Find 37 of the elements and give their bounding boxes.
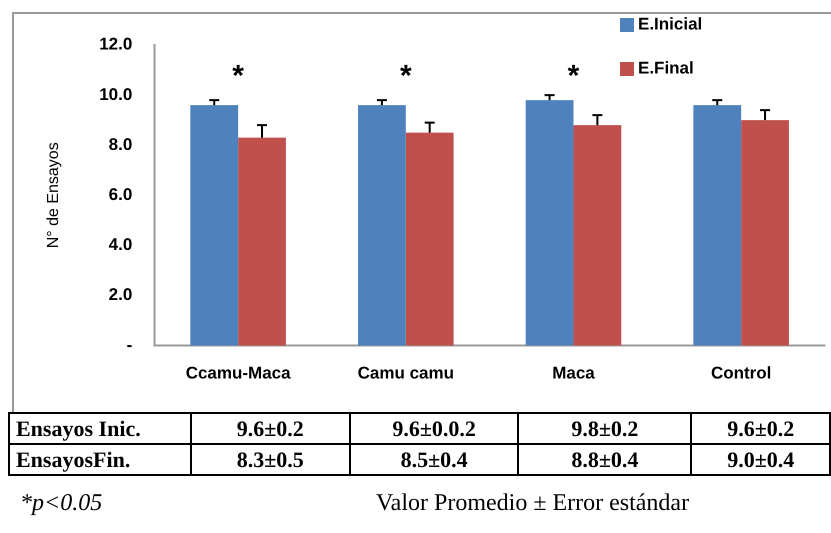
data-label: 8.8±0.4 xyxy=(518,444,692,475)
bar xyxy=(238,138,286,346)
data-label: 8.3±0.5 xyxy=(190,444,350,475)
data-label: 9.8±0.2 xyxy=(518,413,692,444)
data-label: 9.6±0.2 xyxy=(190,413,350,444)
bar xyxy=(526,100,574,346)
y-tick-label: 10.0 xyxy=(99,84,132,104)
y-tick-label: 4.0 xyxy=(108,235,132,254)
annotation: * xyxy=(400,59,412,92)
y-tick-label: 8.0 xyxy=(108,134,132,154)
bar xyxy=(693,105,742,346)
x-tick-label: Maca xyxy=(552,363,596,382)
y-tick-label: 2.0 xyxy=(108,285,132,304)
data-label: 9.6±0.2 xyxy=(691,413,830,444)
text: Valor Promedio ± Error estándar xyxy=(376,490,690,517)
text: Ensayos Inic. xyxy=(9,413,191,444)
legend-label: E.Final xyxy=(638,58,694,78)
text: *p<0.05 xyxy=(20,490,102,517)
annotation: * xyxy=(568,59,580,92)
x-tick-label: Ccamu-Maca xyxy=(186,363,292,382)
legend-label: E.Inicial xyxy=(638,14,702,34)
y-tick-label: - xyxy=(126,335,132,354)
data-label: 9.6±0.0.2 xyxy=(350,413,518,444)
y-tick-label: 6.0 xyxy=(108,184,132,204)
text: EnsayosFin. xyxy=(9,444,191,475)
y-axis-title: N° de Ensayos xyxy=(45,142,62,248)
bar xyxy=(358,105,406,346)
bar xyxy=(190,105,238,346)
bar xyxy=(406,132,454,346)
bar xyxy=(573,125,622,346)
data-label: 9.0±0.4 xyxy=(691,444,830,475)
y-tick-label: 12.0 xyxy=(99,34,132,54)
bar xyxy=(741,120,789,346)
annotation: * xyxy=(232,59,244,92)
data-label: 8.5±0.4 xyxy=(350,444,518,475)
x-tick-label: Control xyxy=(710,363,772,382)
x-tick-label: Camu camu xyxy=(358,363,454,382)
